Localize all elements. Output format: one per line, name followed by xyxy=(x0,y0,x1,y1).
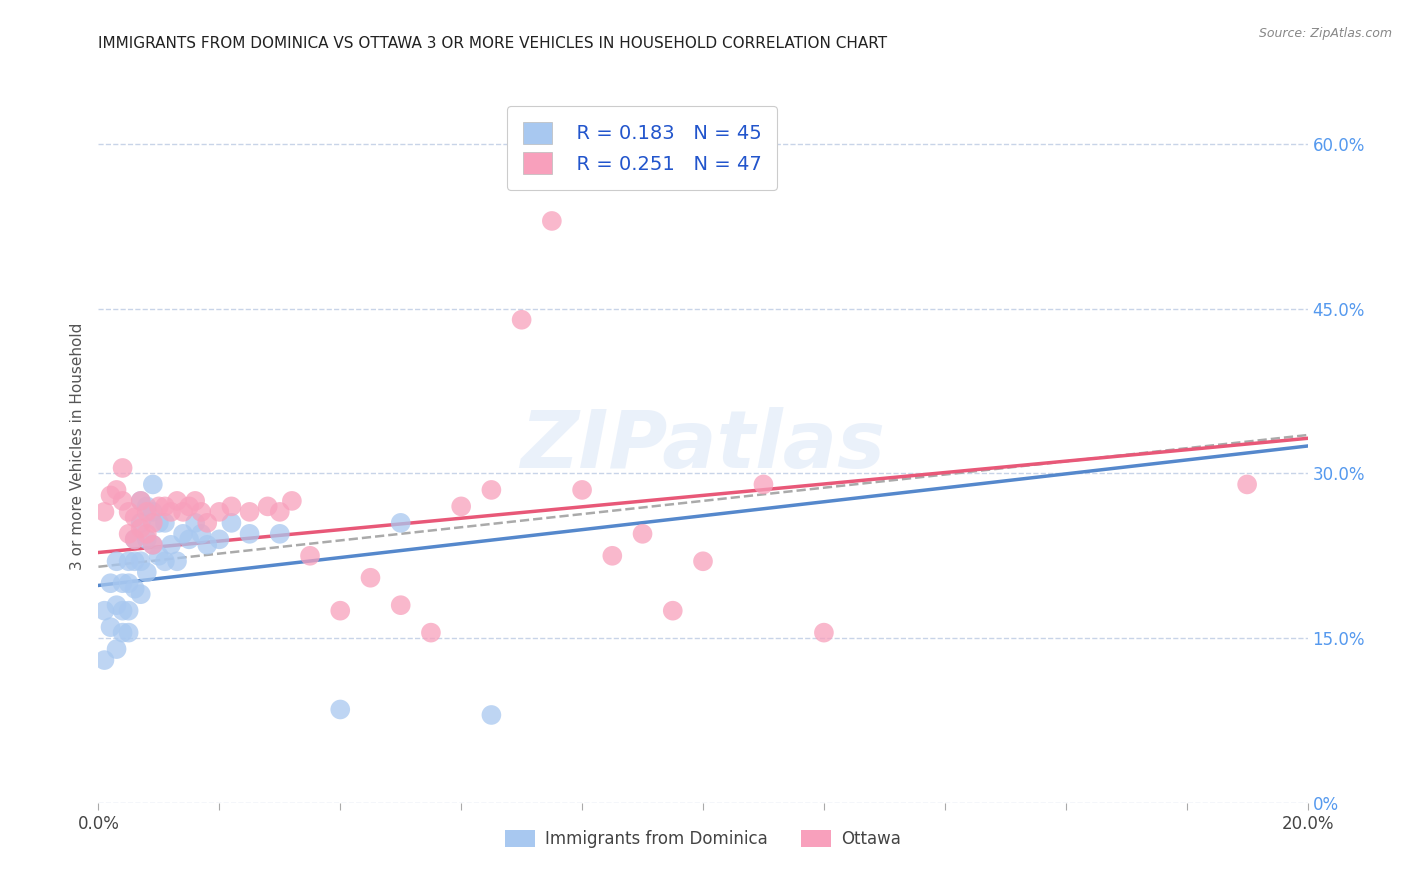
Point xyxy=(118,576,141,591)
Point xyxy=(195,538,218,552)
Point xyxy=(118,554,141,568)
Point xyxy=(135,526,157,541)
Point xyxy=(239,505,262,519)
Point xyxy=(148,500,170,514)
Point xyxy=(692,554,714,568)
Point xyxy=(195,516,218,530)
Text: ZIPatlas: ZIPatlas xyxy=(520,407,886,485)
Point xyxy=(179,533,201,547)
Point xyxy=(450,500,472,514)
Point xyxy=(111,576,134,591)
Point xyxy=(1236,477,1258,491)
Point xyxy=(135,566,157,580)
Point xyxy=(299,549,322,563)
Point xyxy=(540,214,562,228)
Point xyxy=(111,604,134,618)
Point xyxy=(148,516,170,530)
Point xyxy=(93,604,115,618)
Point xyxy=(135,505,157,519)
Point xyxy=(142,538,165,552)
Point xyxy=(256,500,278,514)
Point xyxy=(124,510,146,524)
Point xyxy=(389,598,412,612)
Point xyxy=(184,494,207,508)
Point xyxy=(124,554,146,568)
Point xyxy=(142,538,165,552)
Point xyxy=(166,554,188,568)
Point xyxy=(179,500,201,514)
Point xyxy=(329,604,352,618)
Point xyxy=(269,526,291,541)
Point xyxy=(510,312,533,326)
Point xyxy=(208,533,231,547)
Point xyxy=(221,516,243,530)
Point xyxy=(100,576,122,591)
Point xyxy=(389,516,412,530)
Point xyxy=(602,549,624,563)
Point xyxy=(208,505,231,519)
Point xyxy=(129,494,152,508)
Point xyxy=(239,526,262,541)
Point xyxy=(420,625,443,640)
Point xyxy=(481,708,503,723)
Point xyxy=(135,500,157,514)
Point xyxy=(129,587,152,601)
Point xyxy=(153,516,176,530)
Point xyxy=(481,483,503,497)
Point xyxy=(166,494,188,508)
Point xyxy=(329,702,352,716)
Point xyxy=(269,505,291,519)
Point xyxy=(118,505,141,519)
Point xyxy=(135,533,157,547)
Point xyxy=(111,625,134,640)
Point xyxy=(172,505,194,519)
Point xyxy=(118,604,141,618)
Point xyxy=(93,653,115,667)
Point xyxy=(93,505,115,519)
Point xyxy=(142,477,165,491)
Point xyxy=(129,494,152,508)
Point xyxy=(153,500,176,514)
Point xyxy=(124,533,146,547)
Point xyxy=(105,598,128,612)
Y-axis label: 3 or more Vehicles in Household: 3 or more Vehicles in Household xyxy=(69,322,84,570)
Point xyxy=(105,642,128,657)
Point xyxy=(184,516,207,530)
Point xyxy=(160,505,183,519)
Point xyxy=(221,500,243,514)
Point xyxy=(118,625,141,640)
Point xyxy=(281,494,304,508)
Point xyxy=(142,505,165,519)
Point xyxy=(105,483,128,497)
Point xyxy=(100,488,122,502)
Point xyxy=(100,620,122,634)
Point xyxy=(111,461,134,475)
Point xyxy=(172,526,194,541)
Point xyxy=(142,516,165,530)
Point xyxy=(129,516,152,530)
Point xyxy=(160,538,183,552)
Legend: Immigrants from Dominica, Ottawa: Immigrants from Dominica, Ottawa xyxy=(498,823,908,855)
Point xyxy=(129,554,152,568)
Point xyxy=(571,483,593,497)
Point xyxy=(111,494,134,508)
Point xyxy=(190,526,212,541)
Point xyxy=(129,521,152,535)
Point xyxy=(153,554,176,568)
Point xyxy=(661,604,683,618)
Point xyxy=(124,582,146,596)
Text: IMMIGRANTS FROM DOMINICA VS OTTAWA 3 OR MORE VEHICLES IN HOUSEHOLD CORRELATION C: IMMIGRANTS FROM DOMINICA VS OTTAWA 3 OR … xyxy=(98,36,887,51)
Point xyxy=(190,505,212,519)
Point xyxy=(813,625,835,640)
Point xyxy=(631,526,654,541)
Point xyxy=(360,571,382,585)
Point xyxy=(148,549,170,563)
Point xyxy=(105,554,128,568)
Point xyxy=(124,533,146,547)
Point xyxy=(752,477,775,491)
Text: Source: ZipAtlas.com: Source: ZipAtlas.com xyxy=(1258,27,1392,40)
Point xyxy=(118,526,141,541)
